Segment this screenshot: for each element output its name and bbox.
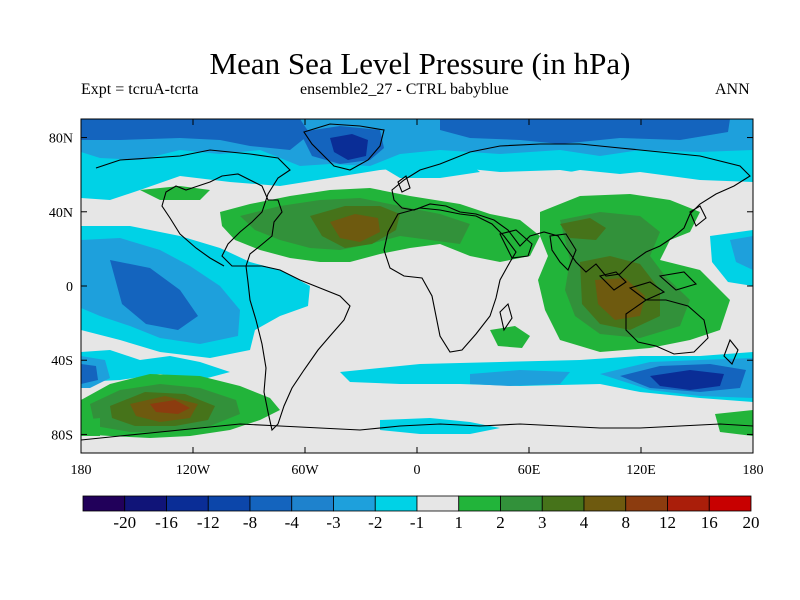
colorbar-label: -4 — [285, 513, 300, 532]
lat-tick-label: 80N — [49, 132, 73, 147]
colorbar-swatch — [82, 495, 126, 512]
greenland-dark-blue — [330, 134, 368, 160]
lat-tick-label: 0 — [66, 280, 73, 295]
antarctic-cyan-edge — [380, 418, 500, 434]
colorbar-label: 2 — [496, 513, 505, 532]
north-america-coast — [95, 149, 291, 267]
colorbar-label: 4 — [580, 513, 589, 532]
australia-coast — [625, 299, 709, 355]
colorbar-swatch — [124, 495, 167, 512]
colorbar-swatch — [166, 495, 209, 512]
colorbar-label: 20 — [743, 513, 760, 532]
antarctica-coast — [81, 423, 753, 441]
south-america-coast — [245, 265, 351, 432]
southern-ocean-medium-blue — [81, 364, 98, 384]
uk-coast — [397, 175, 411, 193]
colorbar-swatch — [291, 495, 334, 512]
south-indian-dark-blue — [650, 370, 724, 390]
asia-olive-patch — [560, 218, 606, 240]
new-zealand-coast — [723, 338, 739, 365]
antarctic-green-west — [81, 418, 100, 436]
west-pacific-light-blue — [730, 236, 753, 270]
colorbar: -20 -16 -12 -8 -4 -3 -2 -1 1 2 3 4 8 12 16 20 — [82, 495, 760, 532]
antarctic-green-east — [715, 410, 753, 436]
colorbar-swatch — [625, 495, 668, 512]
pacific-green-patch — [140, 186, 210, 200]
colorbar-swatch — [249, 495, 293, 512]
colorbar-swatch — [708, 495, 752, 512]
colorbar-swatch — [583, 495, 627, 512]
colorbar-swatch — [207, 495, 251, 512]
plot-title: Mean Sea Level Pressure (in hPa) — [209, 46, 631, 81]
arctic-medium-blue — [81, 119, 310, 150]
south-atlantic-green — [490, 326, 530, 348]
colorbar-swatch — [500, 495, 543, 512]
experiment-label: Expt = tcruA-tcrta — [81, 81, 199, 98]
colorbar-label: 12 — [659, 513, 676, 532]
ensemble-label: ensemble2_27 - CTRL babyblue — [300, 81, 509, 98]
siberia-medium-blue — [440, 119, 730, 144]
lat-tick-label: 40S — [51, 354, 73, 369]
colorbar-label: -16 — [155, 513, 178, 532]
colorbar-label: -3 — [326, 513, 340, 532]
colorbar-label: -20 — [113, 513, 136, 532]
colorbar-swatch — [333, 495, 376, 512]
colorbar-swatch — [416, 495, 460, 512]
colorbar-label: -1 — [410, 513, 424, 532]
north-atlantic-cyan — [380, 160, 480, 178]
longitude-axis: 180 120W 60W 0 60E 120E 180 — [71, 119, 764, 478]
colorbar-swatch — [667, 495, 710, 512]
colorbar-label: 8 — [622, 513, 631, 532]
colorbar-label: 16 — [701, 513, 718, 532]
colorbar-label: -12 — [197, 513, 220, 532]
south-pacific-red-brown — [150, 400, 190, 414]
lon-tick-label: 180 — [71, 463, 92, 478]
europe-neutral-patch — [540, 170, 650, 192]
colorbar-swatch — [458, 495, 501, 512]
lon-tick-label: 180 — [743, 463, 764, 478]
japan-coast — [689, 205, 707, 227]
africa-coast — [383, 207, 517, 353]
greenland-coast — [303, 123, 385, 171]
colorbar-label: 1 — [455, 513, 464, 532]
southern-ocean-cyan — [81, 350, 230, 382]
lat-tick-label: 80S — [51, 428, 73, 443]
coastlines — [81, 123, 753, 441]
colorbar-swatch — [374, 495, 418, 512]
season-label: ANN — [715, 81, 750, 98]
colorbar-label: 3 — [538, 513, 547, 532]
lon-tick-label: 120E — [626, 463, 656, 478]
lon-tick-label: 120W — [176, 463, 211, 478]
madagascar-coast — [499, 302, 513, 332]
maritime-continent-coast — [598, 271, 698, 301]
atlantic-brown — [330, 214, 380, 242]
eurasia-coast — [391, 143, 751, 277]
lat-tick-label: 40N — [49, 206, 73, 221]
east-pacific-medium-blue — [110, 260, 198, 330]
latitude-axis: 80N 40N 0 40S 80S — [49, 132, 753, 443]
colorbar-swatch — [541, 495, 585, 512]
arabia-coast — [499, 229, 533, 259]
colorbar-label: -8 — [243, 513, 257, 532]
colorbar-label: -2 — [368, 513, 382, 532]
pressure-field — [81, 119, 753, 453]
south-atlantic-light-blue — [470, 370, 570, 386]
lon-tick-label: 60E — [518, 463, 541, 478]
lon-tick-label: 60W — [291, 463, 319, 478]
lon-tick-label: 0 — [414, 463, 421, 478]
india-coast — [549, 233, 577, 271]
